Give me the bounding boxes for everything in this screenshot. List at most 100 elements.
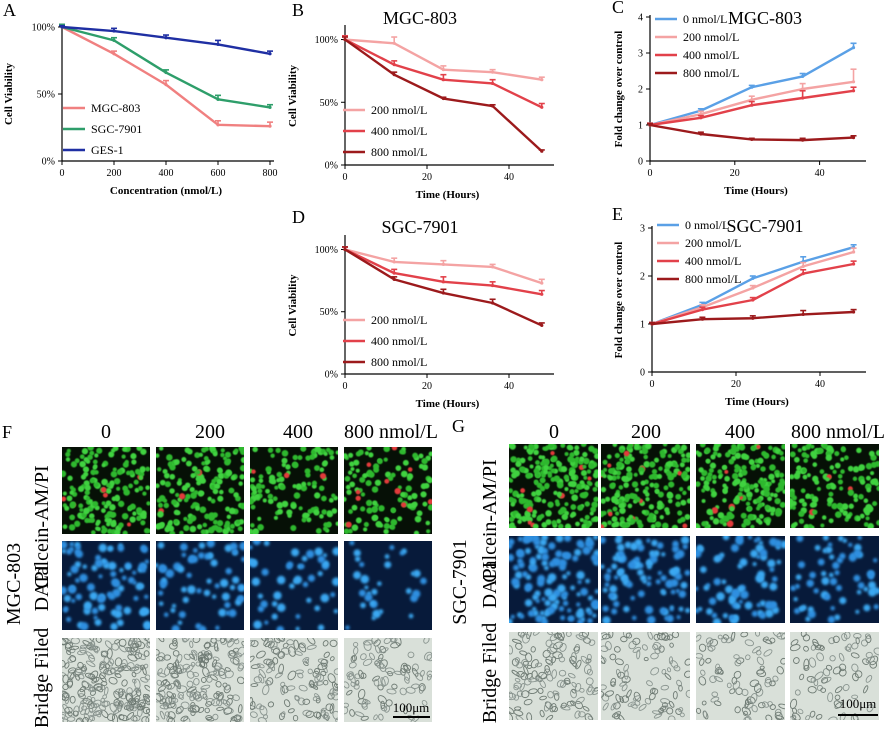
cell-outline xyxy=(204,707,210,714)
nucleus xyxy=(724,585,734,594)
live-cell xyxy=(643,461,651,468)
cell-outline xyxy=(523,698,533,706)
live-cell xyxy=(819,469,825,474)
live-cell xyxy=(582,519,589,525)
live-cell xyxy=(510,501,516,507)
live-cell xyxy=(203,455,209,461)
nucleus xyxy=(509,618,513,623)
live-cell xyxy=(87,447,95,451)
cell-outline xyxy=(332,688,338,696)
cell-outline xyxy=(537,687,544,694)
nucleus xyxy=(736,536,743,542)
nucleus xyxy=(543,565,549,571)
live-cell xyxy=(601,486,607,493)
live-cell xyxy=(650,523,656,528)
cell-outline xyxy=(142,706,150,715)
cell-outline xyxy=(314,693,320,700)
cell-outline xyxy=(678,707,684,713)
data-point xyxy=(441,96,445,101)
live-cell xyxy=(109,503,116,511)
dead-cell xyxy=(526,506,533,513)
nucleus xyxy=(697,606,703,612)
nucleus xyxy=(113,610,123,619)
cell-outline xyxy=(109,658,115,665)
cell-outline xyxy=(62,711,67,719)
cell-outline xyxy=(158,689,166,698)
cell-outline xyxy=(526,712,533,720)
nucleus xyxy=(401,548,407,554)
nucleus xyxy=(576,592,581,597)
cell-outline xyxy=(157,685,166,693)
live-cell xyxy=(778,450,784,456)
nucleus xyxy=(514,571,523,579)
data-point xyxy=(216,42,220,47)
cell-outline xyxy=(223,684,231,694)
live-cell xyxy=(250,523,255,528)
y-tick-label: 100% xyxy=(32,23,55,34)
live-cell xyxy=(140,468,145,473)
live-cell xyxy=(210,498,216,504)
live-cell xyxy=(539,477,546,484)
live-cell xyxy=(400,491,406,498)
live-cell xyxy=(800,488,806,494)
panel-g-cell-line: SGC-7901 xyxy=(449,539,471,625)
panel-g-column-400: 400 xyxy=(725,421,755,443)
live-cell xyxy=(175,510,181,516)
live-cell xyxy=(228,507,236,515)
nucleus xyxy=(587,595,594,601)
cell-outline xyxy=(734,706,741,714)
nucleus xyxy=(537,574,546,583)
live-cell xyxy=(212,512,218,518)
nucleus xyxy=(271,600,278,607)
cell-outline xyxy=(855,637,860,645)
live-cell xyxy=(790,524,796,528)
live-cell xyxy=(377,458,383,465)
panel-f-column-200: 200 xyxy=(195,421,225,443)
cell-outline xyxy=(769,680,776,687)
live-cell xyxy=(527,444,535,451)
cell-outline xyxy=(828,637,835,645)
x-axis-title: Time (Hours) xyxy=(416,398,480,410)
live-cell xyxy=(217,472,225,480)
cell-outline xyxy=(104,663,110,669)
cell-outline xyxy=(228,650,237,657)
cell-outline xyxy=(547,691,554,699)
cell-outline xyxy=(79,644,87,650)
cell-outline xyxy=(696,634,702,642)
live-cell xyxy=(678,487,684,492)
live-cell xyxy=(779,481,785,488)
live-cell xyxy=(225,506,231,512)
x-tick-label: 20 xyxy=(731,379,741,390)
live-cell xyxy=(279,484,286,491)
cell-outline xyxy=(323,651,330,658)
cell-outline xyxy=(250,700,256,711)
nucleus xyxy=(558,605,565,612)
data-point xyxy=(540,323,544,328)
cell-outline xyxy=(509,645,514,655)
nucleus xyxy=(158,601,164,606)
nucleus xyxy=(238,595,244,602)
nucleus xyxy=(756,602,761,608)
live-cell xyxy=(837,479,844,485)
live-cell xyxy=(105,487,112,494)
live-cell xyxy=(79,508,84,513)
live-cell xyxy=(577,504,584,511)
nucleus xyxy=(528,563,538,573)
live-cell xyxy=(189,525,197,533)
cell-outline xyxy=(613,713,621,720)
data-point xyxy=(751,276,755,280)
live-cell xyxy=(535,460,540,466)
nucleus xyxy=(384,554,390,559)
cell-outline xyxy=(293,650,303,656)
live-cell xyxy=(847,489,855,497)
cell-outline xyxy=(250,683,259,688)
data-point xyxy=(164,36,168,40)
nucleus xyxy=(276,575,286,585)
live-cell xyxy=(859,479,866,485)
cell-outline xyxy=(256,650,266,659)
cell-outline xyxy=(524,678,532,686)
live-cell xyxy=(348,509,353,514)
live-cell xyxy=(644,492,650,497)
